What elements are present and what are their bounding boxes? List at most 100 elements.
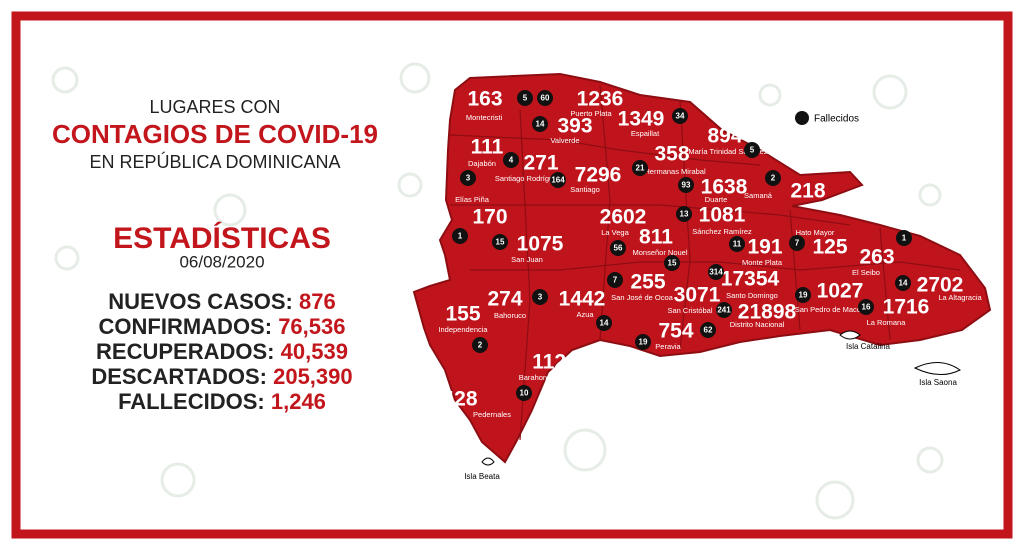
province-cases: 1081 (699, 204, 746, 227)
death-marker (516, 385, 532, 401)
province-cases: 754 (658, 320, 693, 343)
stat-value: 205,390 (273, 364, 353, 389)
province-cases: 1638 (701, 176, 748, 199)
province-name: Santo Domingo (726, 291, 778, 300)
province-name: San José de Ocoa (611, 293, 674, 302)
stats-title: ESTADÍSTICAS (113, 221, 331, 255)
province-cases: 170 (472, 206, 507, 229)
island-label: Isla Beata (464, 472, 500, 481)
province-cases: 21898 (738, 301, 797, 324)
stat-label: NUEVOS CASOS: (108, 289, 293, 314)
province-name: Monseñor Nouel (632, 248, 687, 257)
province-cases: 111 (471, 136, 504, 159)
province-deaths: 7 (613, 276, 618, 285)
legend-label: Fallecidos (814, 114, 859, 125)
province-deaths: 19 (799, 291, 808, 300)
death-marker (532, 289, 548, 305)
stat-line: NUEVOS CASOS: 876 (108, 289, 335, 314)
death-marker (896, 230, 912, 246)
stat-value: 876 (299, 289, 336, 314)
province-name: La Altagracia (938, 293, 982, 302)
province-deaths: 1 (458, 232, 463, 241)
death-marker (744, 142, 760, 158)
province-deaths: 14 (600, 319, 609, 328)
header-line: EN REPÚBLICA DOMINICANA (89, 151, 340, 172)
province-deaths: 5 (750, 146, 755, 155)
death-marker (472, 337, 488, 353)
province-name: Puerto Plata (570, 109, 612, 118)
province-deaths: 56 (614, 244, 623, 253)
island-label: Isla Catalina (846, 342, 891, 351)
death-marker (858, 299, 874, 315)
province-name: Duarte (705, 195, 728, 204)
death-marker (596, 315, 612, 331)
death-marker (678, 177, 694, 193)
province-name: Santiago Rodríguez (495, 174, 562, 183)
province-cases: 2602 (600, 206, 647, 229)
province-deaths: 11 (733, 240, 742, 249)
death-marker (676, 206, 692, 222)
header-title: CONTAGIOS DE COVID-19 (52, 119, 378, 149)
death-marker (517, 90, 533, 106)
province-cases: 163 (467, 88, 502, 111)
province-name: Hermanas Mirabal (644, 167, 706, 176)
province-name: La Romana (867, 318, 907, 327)
province-name: Sánchez Ramírez (692, 227, 752, 236)
province-deaths: 1 (902, 234, 907, 243)
death-marker (503, 152, 519, 168)
stat-label: CONFIRMADOS: (99, 314, 273, 339)
stat-value: 1,246 (271, 389, 326, 414)
stat-line: FALLECIDOS: 1,246 (118, 389, 326, 414)
province-deaths: 3 (538, 293, 543, 302)
province-name: El Seibo (852, 268, 880, 277)
province-name: Independencia (438, 325, 488, 334)
death-marker (635, 334, 651, 350)
province-name: Pedernales (473, 410, 511, 419)
province-cases: 218 (790, 180, 825, 203)
province-deaths: 2 (478, 341, 483, 350)
province-cases: 1349 (618, 108, 665, 131)
province-name: María Trinidad Sánchez (688, 147, 767, 156)
province-deaths: 34 (676, 112, 685, 121)
island-beata (481, 457, 495, 466)
island-saona (913, 362, 961, 375)
province-name: La Vega (601, 228, 629, 237)
province-cases: 358 (654, 143, 689, 166)
province-cases: 125 (812, 236, 847, 259)
death-marker (452, 228, 468, 244)
province-name: San Juan (511, 255, 543, 264)
province-deaths: 10 (520, 389, 529, 398)
province-cases: 3071 (674, 284, 721, 307)
province-name: Bahoruco (494, 311, 526, 320)
death-marker (672, 108, 688, 124)
province-deaths: 15 (496, 238, 505, 247)
province-name: Montecristi (466, 113, 503, 122)
death-marker (532, 116, 548, 132)
province-cases: 428 (442, 388, 477, 411)
province-cases: 1027 (817, 280, 864, 303)
death-marker (537, 90, 553, 106)
stat-label: DESCARTADOS: (91, 364, 267, 389)
province-cases: 1442 (559, 288, 606, 311)
death-marker (550, 172, 566, 188)
province-name: San Pedro de Macorís (795, 305, 870, 314)
death-marker (765, 170, 781, 186)
province-cases: 191 (747, 236, 782, 259)
province-name: Espaillat (631, 129, 660, 138)
province-deaths: 164 (551, 176, 565, 185)
death-marker (664, 255, 680, 271)
death-marker (700, 322, 716, 338)
province-name: Santiago (570, 185, 600, 194)
province-cases: 263 (859, 246, 894, 269)
province-deaths: 4 (509, 156, 514, 165)
province-name: Monte Plata (742, 258, 783, 267)
province-deaths: 16 (862, 303, 871, 312)
province-deaths: 14 (536, 120, 545, 129)
province-cases: 1236 (577, 88, 624, 111)
province-name: Barahona (519, 373, 552, 382)
province-cases: 155 (445, 303, 480, 326)
death-marker (708, 264, 724, 280)
stat-value: 40,539 (281, 339, 348, 364)
